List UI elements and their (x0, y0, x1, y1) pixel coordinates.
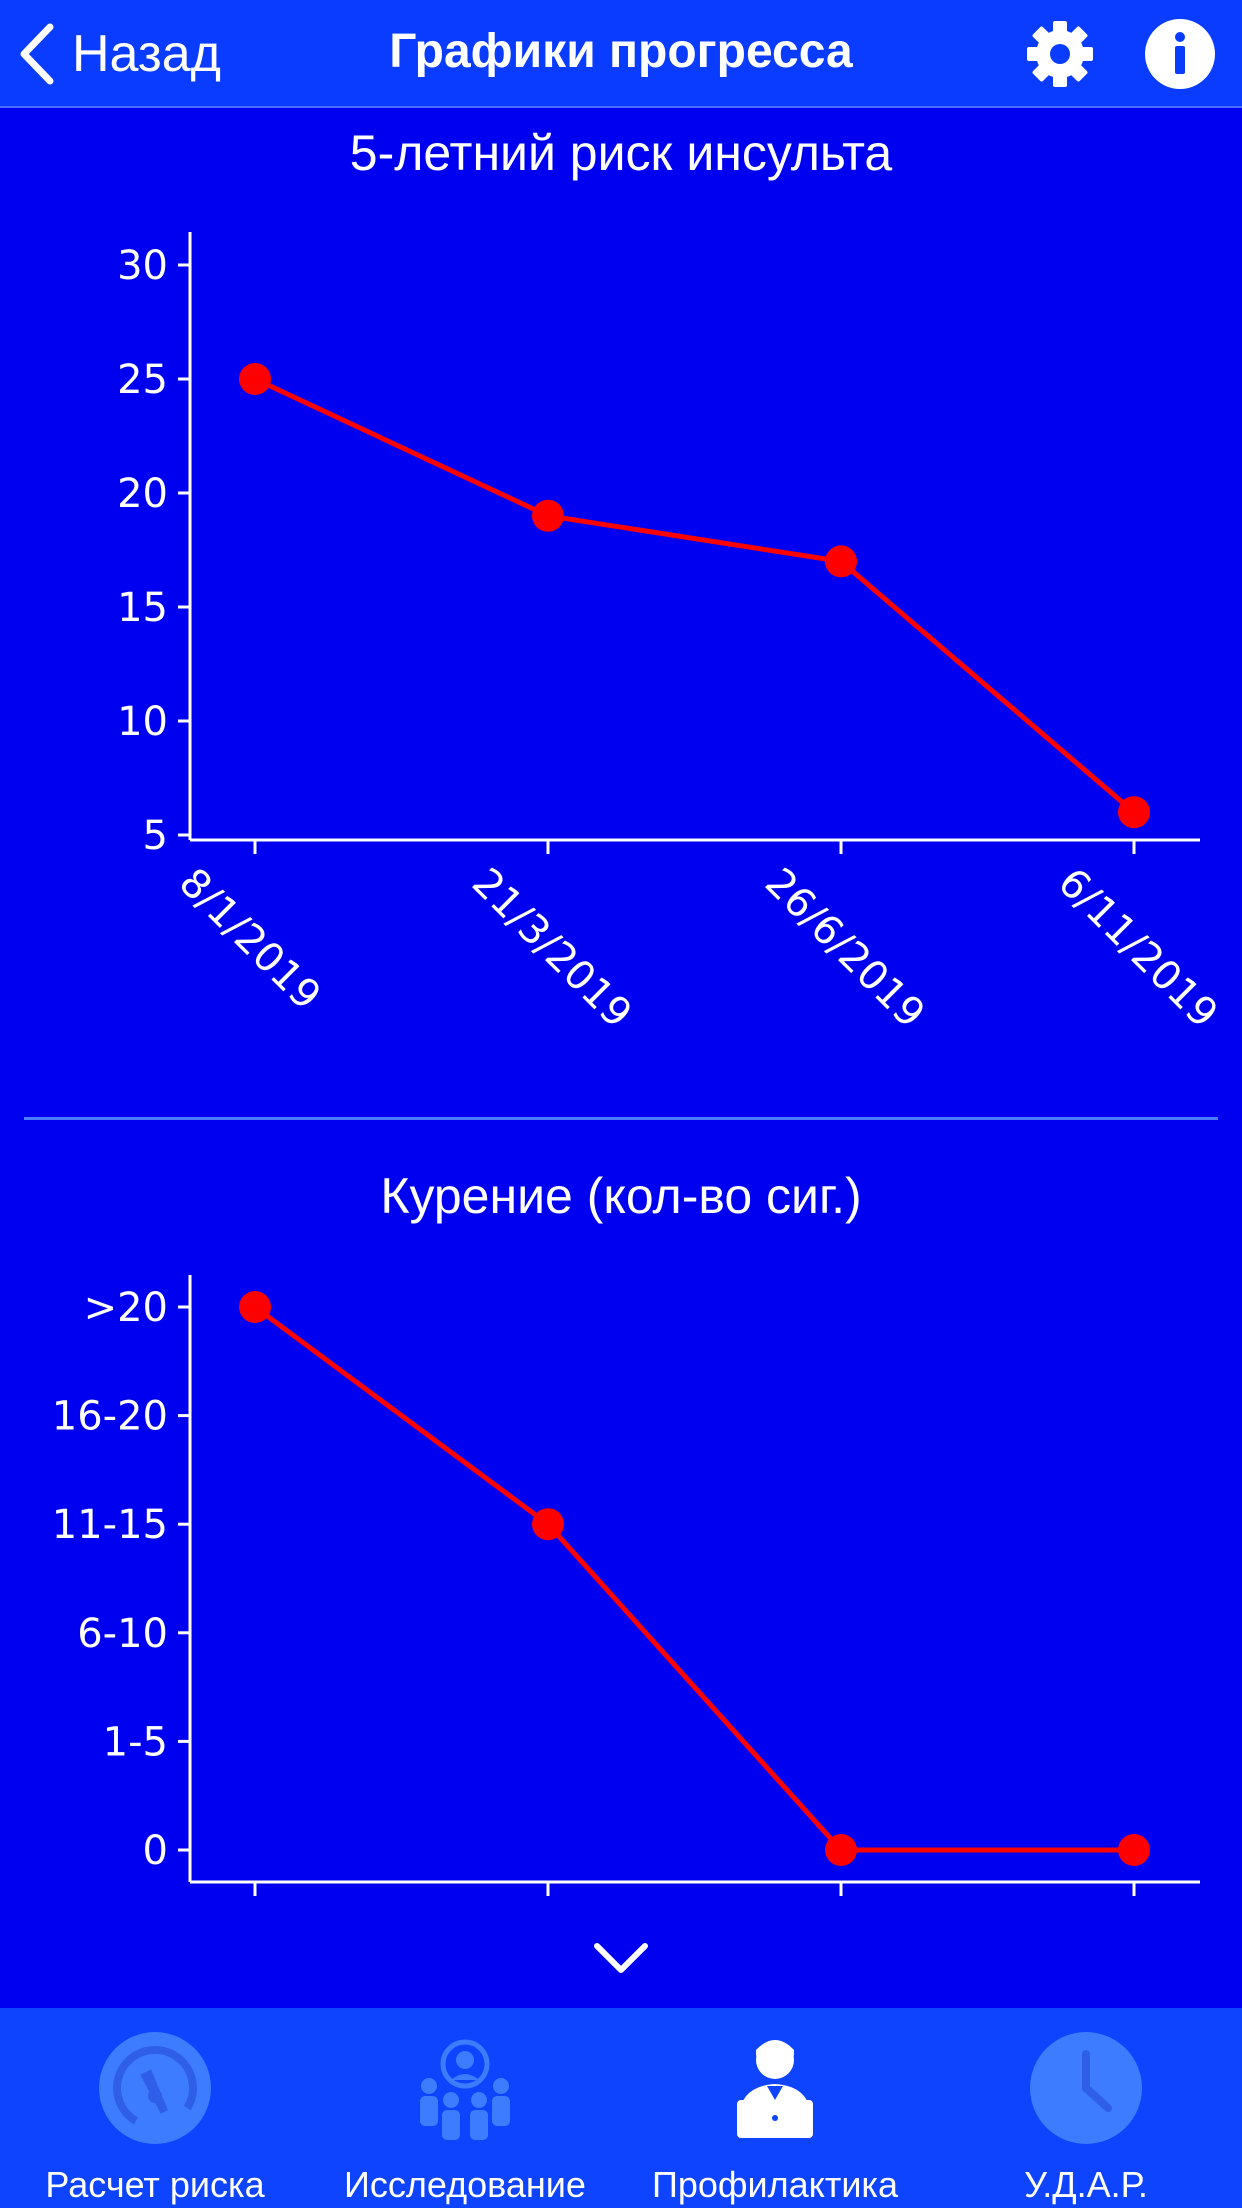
y-tick-label: 0 (143, 1828, 168, 1874)
data-point[interactable] (825, 1834, 857, 1866)
smoking-chart: 0 1-5 6-10 11-15 16-20 >20 (52, 1275, 1200, 1896)
series-line (253, 1304, 1134, 1853)
x-tick-label: 21/3/2019 (463, 860, 641, 1038)
back-label: Назад (72, 25, 221, 83)
data-point[interactable] (1118, 1834, 1150, 1866)
tab-research[interactable]: Исследование (310, 2008, 620, 2208)
y-tick-label: 15 (117, 585, 168, 631)
x-tick-label: 6/11/2019 (1049, 860, 1227, 1038)
tab-prevention[interactable]: Профилактика (620, 2008, 930, 2208)
y-tick-label: 11-15 (52, 1502, 168, 1548)
doctor-laptop-icon (737, 2040, 813, 2138)
info-button[interactable] (1144, 18, 1216, 90)
y-tick-label: 30 (117, 243, 168, 289)
settings-button[interactable] (1024, 18, 1096, 90)
tab-label: Исследование (344, 2164, 586, 2205)
section-divider (24, 1117, 1218, 1120)
y-tick-label: 10 (117, 699, 168, 745)
y-tick-label: 16-20 (52, 1394, 168, 1440)
tab-label: У.Д.А.Р. (1024, 2164, 1148, 2205)
group-research-icon (420, 2039, 510, 2140)
clock-icon (1030, 2032, 1142, 2144)
navigation-bar: Назад Графики прогресса (0, 0, 1242, 108)
y-tick-label: >20 (84, 1285, 168, 1331)
data-point[interactable] (825, 545, 857, 578)
chart-title-stroke-risk: 5-летний риск инсульта (349, 125, 893, 181)
tab-bar: Расчет риска Исследование Профилактика (0, 2008, 1242, 2208)
data-point[interactable] (532, 1508, 564, 1541)
chevron-left-icon (20, 23, 54, 85)
chevron-down-icon (594, 1943, 648, 1973)
x-tick-label: 26/6/2019 (756, 860, 934, 1038)
back-button[interactable]: Назад (18, 14, 221, 94)
tab-label: Расчет риска (45, 2164, 265, 2205)
tab-udar[interactable]: У.Д.А.Р. (930, 2008, 1242, 2208)
data-point[interactable] (532, 499, 564, 532)
y-tick-label: 6-10 (77, 1611, 168, 1657)
chart-title-smoking: Курение (кол-во сиг.) (380, 1168, 862, 1224)
y-tick-label: 25 (117, 357, 168, 403)
series-line (253, 376, 1136, 815)
data-point[interactable] (239, 363, 271, 395)
y-tick-label: 1-5 (103, 1719, 168, 1765)
data-point[interactable] (239, 1291, 271, 1323)
info-icon (1145, 19, 1215, 89)
speedometer-icon (99, 2032, 211, 2144)
stroke-risk-chart: 5 10 15 20 25 30 8/1/2019 21/3/2019 26/6/2019 6/1… (117, 232, 1227, 1038)
x-tick-label: 8/1/2019 (170, 860, 330, 1020)
gear-icon (1027, 21, 1093, 87)
scroll-down-button[interactable] (591, 1938, 651, 1978)
tab-risk-calculation[interactable]: Расчет риска (0, 2008, 310, 2208)
y-tick-label: 5 (143, 813, 168, 859)
y-tick-label: 20 (117, 471, 168, 517)
tab-label: Профилактика (652, 2164, 898, 2205)
data-point[interactable] (1118, 796, 1150, 829)
